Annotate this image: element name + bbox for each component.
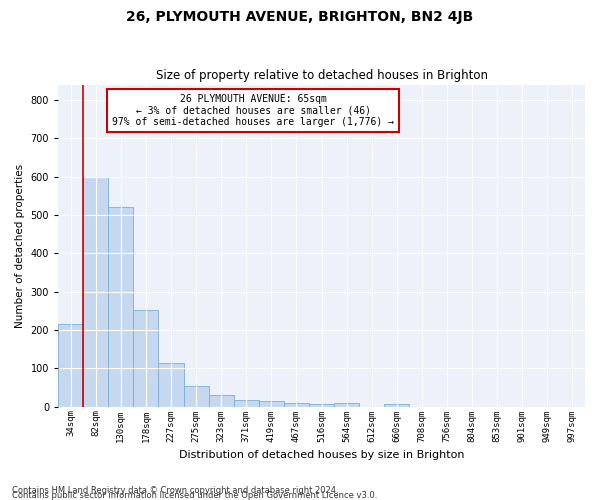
Bar [334, 403, 359, 406]
X-axis label: Distribution of detached houses by size in Brighton: Distribution of detached houses by size … [179, 450, 464, 460]
Bar [284, 403, 309, 406]
Text: Contains HM Land Registry data © Crown copyright and database right 2024.: Contains HM Land Registry data © Crown c… [12, 486, 338, 495]
Bar [58, 324, 83, 406]
Bar [209, 395, 234, 406]
Bar [83, 176, 108, 406]
Bar [133, 310, 158, 406]
Bar [184, 386, 209, 406]
Text: Contains public sector information licensed under the Open Government Licence v3: Contains public sector information licen… [12, 491, 377, 500]
Title: Size of property relative to detached houses in Brighton: Size of property relative to detached ho… [155, 69, 488, 82]
Text: 26, PLYMOUTH AVENUE, BRIGHTON, BN2 4JB: 26, PLYMOUTH AVENUE, BRIGHTON, BN2 4JB [127, 10, 473, 24]
Y-axis label: Number of detached properties: Number of detached properties [15, 164, 25, 328]
Bar [108, 208, 133, 406]
Bar [384, 404, 409, 406]
Bar [309, 404, 334, 406]
Bar [259, 402, 284, 406]
Bar [158, 364, 184, 406]
Text: 26 PLYMOUTH AVENUE: 65sqm
← 3% of detached houses are smaller (46)
97% of semi-d: 26 PLYMOUTH AVENUE: 65sqm ← 3% of detach… [112, 94, 394, 128]
Bar [234, 400, 259, 406]
